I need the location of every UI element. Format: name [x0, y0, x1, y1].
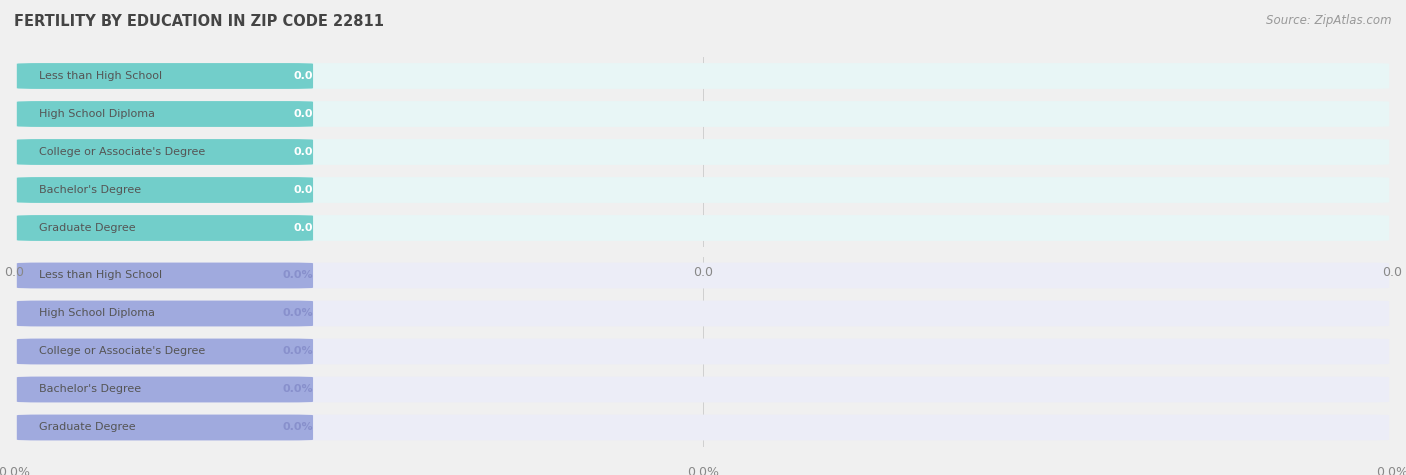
FancyBboxPatch shape — [17, 101, 1389, 127]
FancyBboxPatch shape — [17, 63, 314, 89]
Text: Graduate Degree: Graduate Degree — [39, 223, 135, 233]
Text: 0.0%: 0.0% — [283, 346, 314, 357]
Text: 0.0%: 0.0% — [1376, 466, 1406, 475]
FancyBboxPatch shape — [17, 139, 1389, 165]
FancyBboxPatch shape — [17, 301, 1389, 326]
FancyBboxPatch shape — [17, 263, 1389, 288]
Text: 0.0: 0.0 — [294, 71, 314, 81]
Text: 0.0: 0.0 — [294, 223, 314, 233]
FancyBboxPatch shape — [17, 301, 314, 326]
Text: 0.0%: 0.0% — [283, 384, 314, 395]
Text: Graduate Degree: Graduate Degree — [39, 422, 135, 433]
Text: 0.0: 0.0 — [1382, 266, 1402, 279]
FancyBboxPatch shape — [17, 377, 314, 402]
FancyBboxPatch shape — [17, 177, 1389, 203]
Text: 0.0: 0.0 — [693, 266, 713, 279]
FancyBboxPatch shape — [17, 215, 1389, 241]
Text: 0.0%: 0.0% — [283, 270, 314, 281]
Text: 0.0%: 0.0% — [0, 466, 30, 475]
FancyBboxPatch shape — [17, 415, 314, 440]
FancyBboxPatch shape — [17, 215, 314, 241]
FancyBboxPatch shape — [17, 63, 1389, 89]
Text: FERTILITY BY EDUCATION IN ZIP CODE 22811: FERTILITY BY EDUCATION IN ZIP CODE 22811 — [14, 14, 384, 29]
FancyBboxPatch shape — [17, 139, 314, 165]
FancyBboxPatch shape — [17, 263, 314, 288]
Text: High School Diploma: High School Diploma — [39, 109, 155, 119]
FancyBboxPatch shape — [17, 177, 314, 203]
FancyBboxPatch shape — [17, 377, 1389, 402]
FancyBboxPatch shape — [17, 339, 1389, 364]
Text: College or Associate's Degree: College or Associate's Degree — [39, 346, 205, 357]
Text: 0.0%: 0.0% — [283, 422, 314, 433]
Text: 0.0: 0.0 — [294, 185, 314, 195]
Text: 0.0%: 0.0% — [688, 466, 718, 475]
Text: 0.0: 0.0 — [294, 109, 314, 119]
Text: Source: ZipAtlas.com: Source: ZipAtlas.com — [1267, 14, 1392, 27]
FancyBboxPatch shape — [17, 101, 314, 127]
Text: 0.0: 0.0 — [294, 147, 314, 157]
FancyBboxPatch shape — [17, 415, 1389, 440]
Text: Bachelor's Degree: Bachelor's Degree — [39, 185, 141, 195]
Text: Less than High School: Less than High School — [39, 270, 162, 281]
Text: College or Associate's Degree: College or Associate's Degree — [39, 147, 205, 157]
Text: High School Diploma: High School Diploma — [39, 308, 155, 319]
Text: 0.0%: 0.0% — [283, 308, 314, 319]
Text: Bachelor's Degree: Bachelor's Degree — [39, 384, 141, 395]
Text: Less than High School: Less than High School — [39, 71, 162, 81]
Text: 0.0: 0.0 — [4, 266, 24, 279]
FancyBboxPatch shape — [17, 339, 314, 364]
